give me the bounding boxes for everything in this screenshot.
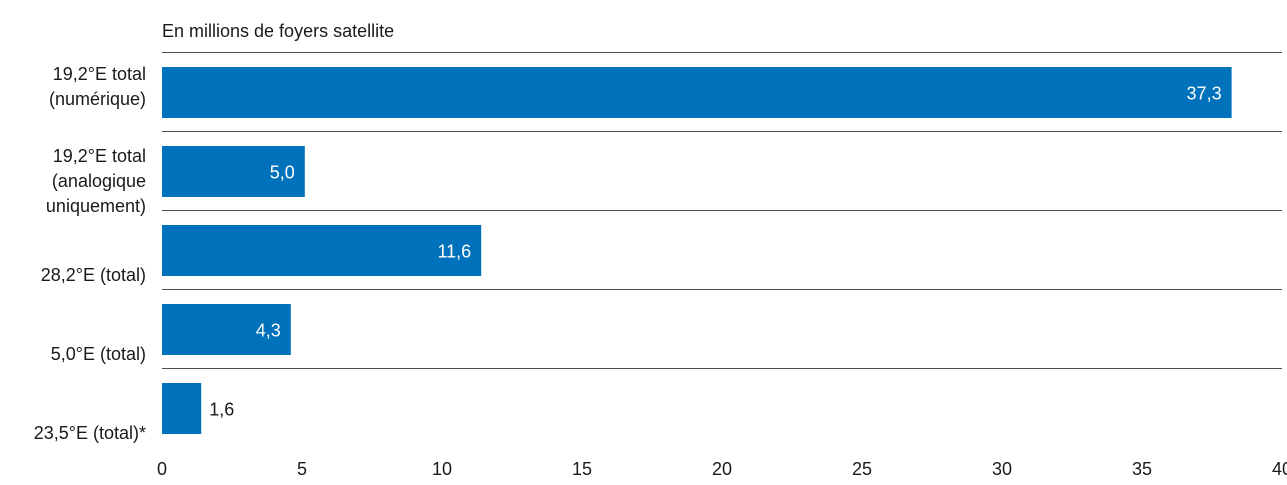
x-tick-label: 35 [1132,459,1152,479]
category-label-line: 19,2°E total [53,146,146,166]
x-axis-ticks: 0 5 10 15 20 25 30 35 40 [157,459,1287,479]
data-label: 37,3 [1187,84,1222,104]
bars-group [162,67,1232,434]
category-label-line: 28,2°E (total) [41,265,146,285]
category-labels-group: 19,2°E total (numérique) 19,2°E total (anal… [34,64,146,443]
bar [162,383,202,434]
bar [162,67,1232,118]
data-label: 5,0 [270,163,295,183]
x-tick-label: 40 [1272,459,1287,479]
category-label-line: (analogique [52,171,146,191]
category-label-line: uniquement) [46,196,146,216]
x-tick-label: 15 [572,459,592,479]
row-separators [162,52,1282,369]
bar [162,146,305,197]
category-label: 5,0°E (total) [51,344,146,364]
x-tick-label: 30 [992,459,1012,479]
bar [162,304,291,355]
x-tick-label: 20 [712,459,732,479]
category-label: 19,2°E total (analogique uniquement) [46,146,146,216]
data-labels-group: 37,3 5,0 11,6 4,3 1,6 [209,84,1221,420]
category-label: 28,2°E (total) [41,265,146,285]
chart-title: En millions de foyers satellite [162,21,394,41]
category-label-line: (numérique) [49,89,146,109]
category-label: 19,2°E total (numérique) [49,64,146,109]
x-tick-label: 5 [297,459,307,479]
category-label-line: 5,0°E (total) [51,344,146,364]
x-tick-label: 25 [852,459,872,479]
data-label: 4,3 [256,321,281,341]
category-label: 23,5°E (total)* [34,423,146,443]
category-label-line: 19,2°E total [53,64,146,84]
data-label: 11,6 [437,242,471,262]
x-tick-label: 10 [432,459,452,479]
data-label: 1,6 [209,400,234,420]
x-tick-label: 0 [157,459,167,479]
bar [162,225,482,276]
category-label-line: 23,5°E (total)* [34,423,146,443]
